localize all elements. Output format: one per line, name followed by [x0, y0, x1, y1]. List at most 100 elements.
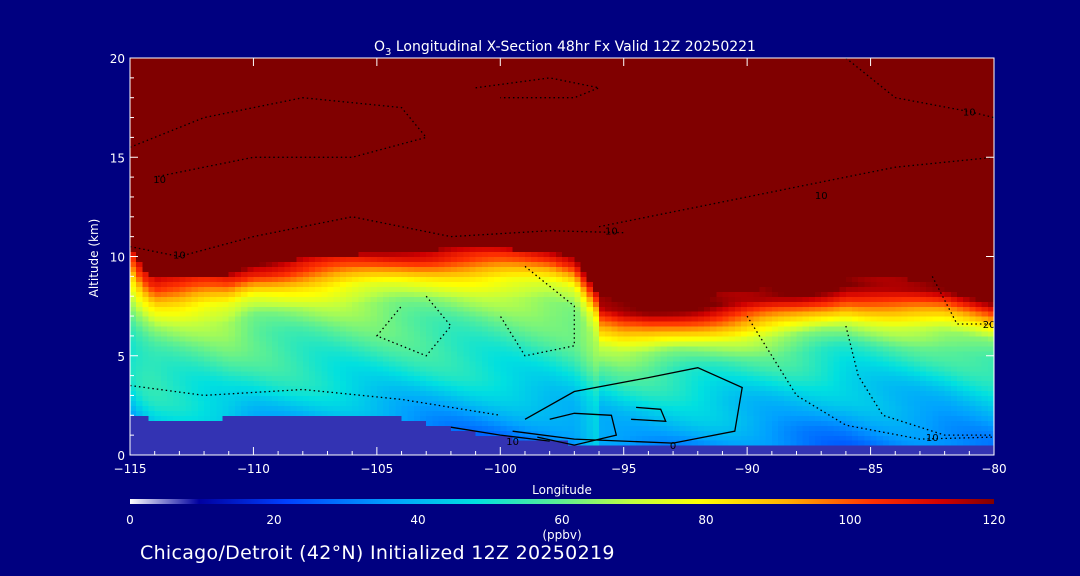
field-cell	[278, 415, 285, 421]
field-cell	[407, 261, 415, 268]
field-cell	[475, 316, 483, 322]
field-cell	[302, 236, 310, 243]
field-cell	[154, 321, 162, 327]
field-cell	[278, 142, 285, 148]
field-cell	[302, 261, 310, 268]
field-cell	[259, 72, 267, 79]
field-cell	[358, 132, 366, 138]
field-cell	[259, 405, 267, 411]
field-cell	[278, 221, 285, 228]
field-cell	[444, 261, 452, 268]
field-cell	[327, 241, 335, 248]
field-cell	[339, 241, 347, 248]
field-cell	[444, 92, 452, 99]
field-cell	[241, 251, 248, 258]
field-cell	[265, 72, 273, 79]
field-cell	[234, 67, 242, 74]
field-cell	[173, 395, 180, 401]
field-cell	[167, 405, 174, 411]
field-cell	[339, 152, 347, 158]
field-cell	[506, 365, 514, 372]
field-cell	[512, 355, 520, 362]
field-cell	[426, 345, 433, 352]
field-cell	[444, 410, 452, 416]
field-cell	[278, 410, 285, 416]
field-cell	[420, 117, 427, 124]
field-cell	[271, 415, 279, 421]
field-cell	[333, 92, 341, 99]
field-cell	[154, 345, 162, 352]
field-cell	[191, 435, 199, 441]
field-cell	[302, 291, 310, 297]
field-cell	[160, 355, 168, 362]
field-cell	[259, 196, 267, 203]
field-cell	[315, 82, 322, 89]
field-cell	[450, 400, 458, 406]
field-cell	[191, 321, 199, 327]
field-cell	[154, 365, 162, 372]
field-cell	[210, 162, 217, 168]
field-cell	[185, 410, 193, 416]
field-cell	[315, 187, 322, 193]
field-cell	[413, 102, 421, 109]
field-cell	[191, 251, 199, 258]
field-cell	[395, 311, 403, 317]
field-cell	[130, 256, 137, 263]
field-cell	[247, 350, 255, 357]
field-cell	[370, 196, 378, 203]
field-cell	[265, 196, 273, 203]
field-cell	[271, 291, 279, 297]
field-cell	[179, 385, 187, 392]
field-cell	[487, 122, 495, 129]
field-cell	[358, 87, 366, 94]
field-cell	[167, 420, 174, 426]
field-cell	[352, 187, 359, 193]
field-cell	[450, 306, 458, 312]
field-cell	[346, 390, 353, 397]
field-cell	[315, 316, 322, 322]
field-cell	[309, 192, 316, 198]
field-cell	[271, 67, 279, 74]
field-cell	[290, 330, 298, 337]
field-cell	[500, 216, 508, 223]
field-cell	[228, 211, 236, 218]
field-cell	[389, 137, 396, 143]
field-cell	[167, 147, 174, 153]
field-cell	[173, 226, 180, 233]
field-cell	[481, 355, 489, 362]
field-cell	[420, 221, 427, 228]
field-cell	[327, 211, 335, 218]
field-cell	[463, 67, 471, 74]
field-cell	[247, 187, 255, 193]
field-cell	[376, 420, 384, 426]
field-cell	[185, 201, 193, 208]
field-cell	[148, 221, 156, 228]
field-cell	[426, 271, 433, 277]
field-cell	[494, 77, 501, 84]
field-cell	[426, 167, 433, 173]
field-cell	[389, 201, 396, 208]
field-cell	[346, 385, 353, 392]
field-cell	[469, 196, 477, 203]
field-cell	[185, 162, 193, 168]
field-cell	[259, 87, 267, 94]
field-cell	[481, 147, 489, 153]
field-cell	[247, 201, 255, 208]
field-cell	[389, 291, 396, 297]
field-cell	[358, 385, 366, 392]
field-cell	[346, 306, 353, 312]
field-cell	[228, 137, 236, 143]
field-cell	[475, 420, 483, 426]
field-cell	[376, 440, 384, 446]
field-cell	[352, 206, 359, 213]
field-cell	[136, 67, 143, 74]
field-cell	[469, 301, 477, 307]
field-cell	[444, 435, 452, 441]
field-cell	[222, 256, 230, 263]
field-cell	[142, 182, 150, 188]
field-cell	[438, 221, 446, 228]
field-cell	[173, 97, 180, 104]
field-cell	[247, 107, 255, 114]
field-cell	[228, 142, 236, 148]
field-cell	[222, 405, 230, 411]
